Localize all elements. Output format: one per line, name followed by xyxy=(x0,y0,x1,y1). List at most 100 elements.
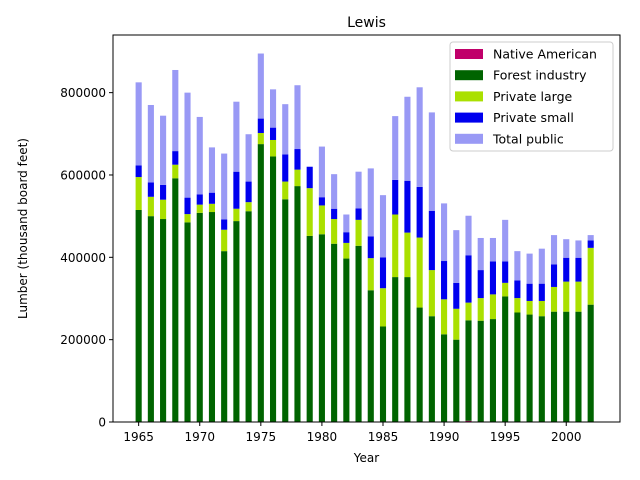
bar-segment xyxy=(502,219,509,262)
bar-segment xyxy=(453,339,460,422)
bar-segment xyxy=(318,205,325,235)
bar-segment xyxy=(538,316,545,422)
legend-label: Private small xyxy=(493,110,574,125)
bar-segment xyxy=(343,258,350,422)
bar-segment xyxy=(294,169,301,187)
bar-segment xyxy=(575,311,582,422)
bar-segment xyxy=(404,232,411,278)
bar-segment xyxy=(489,237,496,262)
bar-segment xyxy=(550,235,558,265)
bar-segment xyxy=(294,149,301,170)
bar-segment xyxy=(196,212,203,422)
bar-segment xyxy=(392,116,399,180)
bars-group xyxy=(135,53,594,422)
bar-segment xyxy=(318,197,325,206)
bar-segment xyxy=(441,203,448,262)
legend-frame xyxy=(449,41,614,152)
bar-segment xyxy=(172,69,179,152)
chart-title: Lewis xyxy=(347,15,386,31)
bar-segment xyxy=(526,300,533,315)
bar-segment xyxy=(343,232,350,243)
bar-segment xyxy=(563,311,570,422)
y-ticks: 0 200000 400000 600000 800000 xyxy=(60,86,113,430)
bar-segment xyxy=(367,168,374,237)
bar-segment xyxy=(514,280,521,299)
bar-segment xyxy=(502,296,509,422)
bar-segment xyxy=(453,308,460,340)
bar-segment xyxy=(379,326,387,422)
x-tick-label: 1995 xyxy=(490,430,521,444)
y-tick-label: 400000 xyxy=(60,251,106,265)
bar-segment xyxy=(221,153,228,220)
bar-segment xyxy=(257,132,264,145)
x-tick-label: 1990 xyxy=(429,430,460,444)
bar-segment xyxy=(221,219,228,230)
y-axis-label: Lumber (thousand board feet) xyxy=(16,138,30,319)
bar-segment xyxy=(526,253,533,284)
x-ticks: 1965 1970 1975 1980 1985 1990 1995 2000 xyxy=(123,422,582,444)
bar-segment xyxy=(465,302,472,321)
bar-segment xyxy=(477,237,484,271)
x-axis-label: Year xyxy=(353,451,379,465)
bar-segment xyxy=(331,208,338,220)
bar-segment xyxy=(526,283,533,301)
bar-segment xyxy=(477,298,484,321)
bar-segment xyxy=(343,242,350,259)
bar-segment xyxy=(208,192,216,204)
bar-segment xyxy=(404,180,411,233)
bar-segment xyxy=(514,251,521,281)
bar-segment xyxy=(489,261,496,295)
legend-label: Private large xyxy=(493,89,573,104)
x-tick-label: 2000 xyxy=(551,430,582,444)
bar-segment xyxy=(367,236,374,259)
bar-segment xyxy=(282,104,289,155)
bar-segment xyxy=(269,139,277,157)
bar-segment xyxy=(233,208,240,222)
legend-label: Total public xyxy=(492,131,564,146)
bar-segment xyxy=(538,248,545,284)
bar-segment xyxy=(502,261,509,283)
bar-segment xyxy=(257,118,264,133)
bar-segment xyxy=(245,211,252,422)
bar-segment xyxy=(172,178,179,422)
bar-segment xyxy=(502,282,509,297)
bar-segment xyxy=(208,147,216,193)
bar-segment xyxy=(355,171,362,209)
bar-segment xyxy=(514,312,521,422)
bar-segment xyxy=(563,281,570,312)
y-tick-label: 200000 xyxy=(60,333,106,347)
bar-segment xyxy=(355,245,362,422)
bar-segment xyxy=(416,237,423,308)
bar-segment xyxy=(404,96,411,181)
legend-label: Forest industry xyxy=(493,68,587,83)
bar-segment xyxy=(489,294,496,320)
bar-segment xyxy=(135,209,142,422)
bar-segment xyxy=(587,304,594,422)
bar-segment xyxy=(318,146,325,198)
legend-swatch xyxy=(455,133,483,144)
bar-segment xyxy=(428,210,435,271)
bar-segment xyxy=(282,199,289,422)
x-tick-label: 1985 xyxy=(368,430,399,444)
bar-segment xyxy=(184,214,191,223)
y-tick-label: 0 xyxy=(98,416,106,430)
legend-swatch xyxy=(455,112,483,123)
bar-segment xyxy=(441,334,448,422)
bar-segment xyxy=(184,197,191,215)
bar-segment xyxy=(550,311,558,422)
bar-segment xyxy=(331,243,338,422)
bar-segment xyxy=(477,320,484,422)
y-tick-label: 800000 xyxy=(60,86,106,100)
bar-segment xyxy=(160,219,167,422)
bar-segment xyxy=(233,171,240,209)
bar-segment xyxy=(160,115,167,185)
bar-segment xyxy=(147,104,154,183)
bar-segment xyxy=(379,288,387,327)
bar-segment xyxy=(196,116,203,195)
bar-segment xyxy=(294,85,301,150)
bar-segment xyxy=(245,134,252,182)
bar-segment xyxy=(245,181,252,203)
bar-segment xyxy=(184,92,191,198)
bar-segment xyxy=(221,251,228,422)
